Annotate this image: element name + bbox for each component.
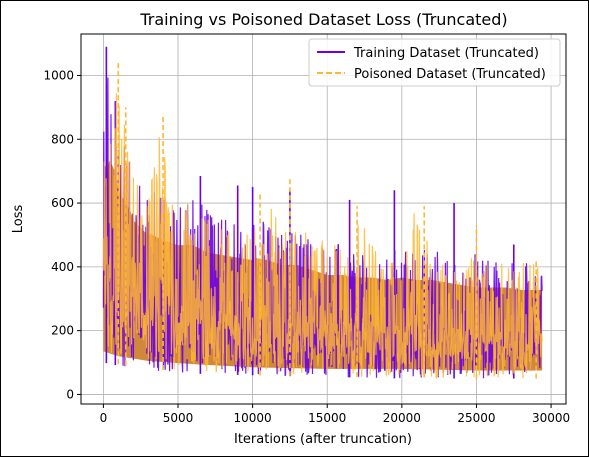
x-tick-label: 10000: [234, 411, 272, 425]
x-axis-label: Iterations (after truncation): [234, 432, 412, 447]
y-tick-label: 200: [51, 324, 74, 338]
x-tick-label: 20000: [383, 411, 421, 425]
legend-label: Poisoned Dataset (Truncated): [354, 67, 546, 82]
x-tick-label: 30000: [532, 411, 570, 425]
plot-area: [80, 33, 567, 405]
x-tick-label: 5000: [163, 411, 194, 425]
y-axis-label: Loss: [11, 205, 26, 234]
y-axis: 0 200 400 600 800 1000: [43, 68, 81, 401]
y-tick-label: 600: [51, 196, 74, 210]
series-poisoned: [102, 62, 543, 380]
series-line: [102, 93, 543, 380]
y-tick-label: 1000: [43, 68, 74, 82]
legend-label: Training Dataset (Truncated): [353, 46, 539, 61]
x-tick-label: 0: [100, 411, 108, 425]
legend: Training Dataset (Truncated) Poisoned Dat…: [308, 38, 561, 87]
legend-box: [308, 38, 561, 87]
chart-title: Training vs Poisoned Dataset Loss (Trunc…: [139, 10, 507, 29]
axes-frame: [80, 33, 567, 405]
x-axis: 0 5000 10000 15000 20000 25000 30000: [100, 404, 570, 425]
y-tick-label: 400: [51, 260, 74, 274]
x-tick-label: 25000: [457, 411, 495, 425]
series-area: [102, 46, 543, 380]
y-tick-label: 0: [66, 387, 74, 401]
x-tick-label: 15000: [308, 411, 346, 425]
y-tick-label: 800: [51, 132, 74, 146]
